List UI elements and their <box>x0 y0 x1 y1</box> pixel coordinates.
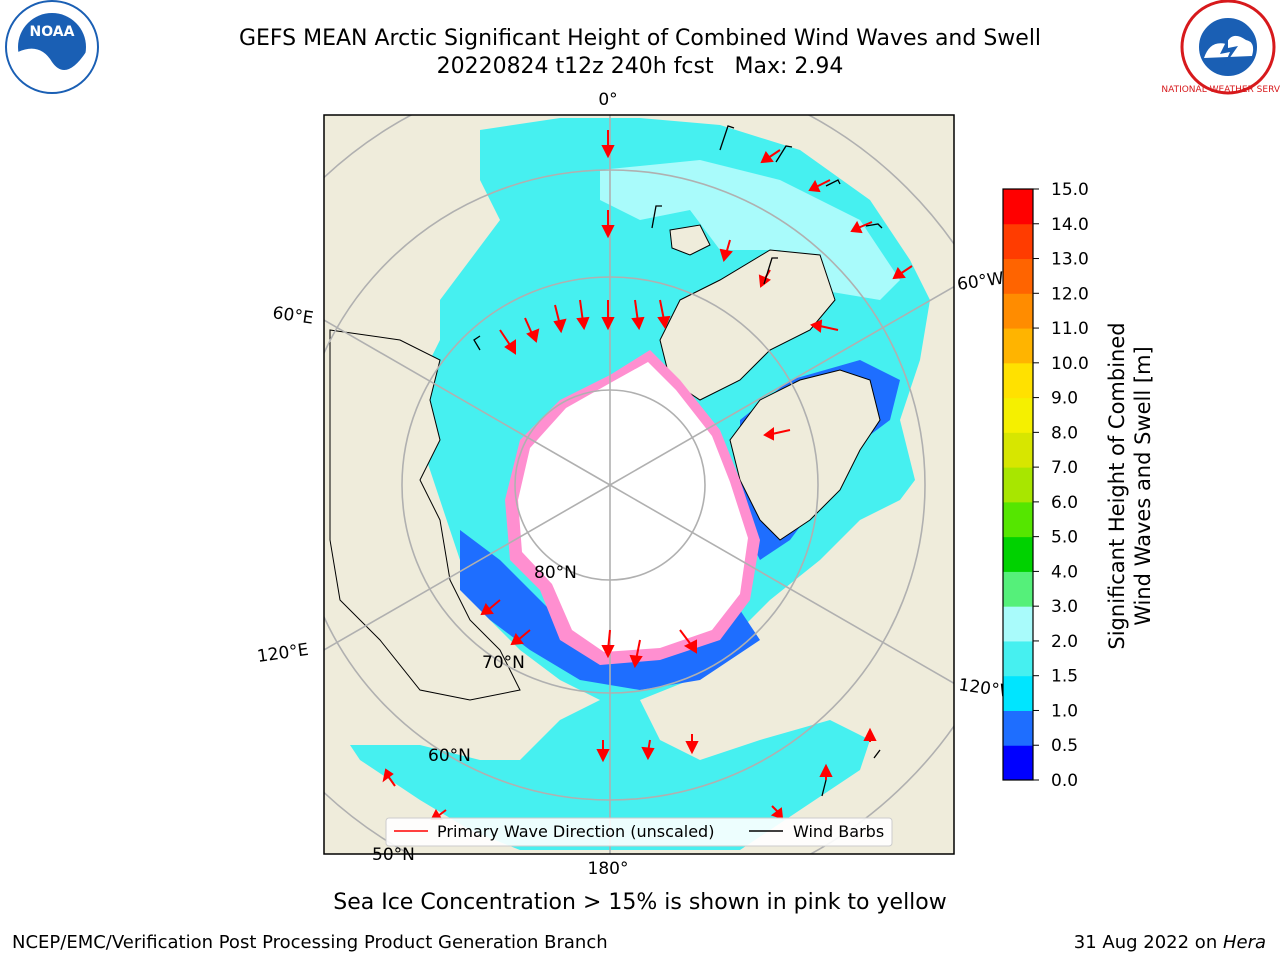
colorbar-tick-label: 0.5 <box>1051 736 1078 756</box>
colorbar-tick-label: 14.0 <box>1051 215 1089 235</box>
ocean-light-swell <box>600 160 900 300</box>
credit-host: Hera <box>1222 932 1266 953</box>
colorbar: 0.0 0.5 1.0 1.5 2.0 3.0 4.0 5.0 6.0 7.0 8.0 9.0 10.0… <box>1002 180 1089 791</box>
legend-wind-barbs-label: Wind Barbs <box>793 822 884 841</box>
legend-primary-wave-label: Primary Wave Direction (unscaled) <box>437 822 714 841</box>
colorbar-segment <box>1003 467 1033 503</box>
colorbar-tick-label: 3.0 <box>1051 597 1078 617</box>
map-frame <box>323 114 955 855</box>
meridian-120e <box>324 484 611 651</box>
svalbard-island <box>669 224 711 256</box>
colorbar-segment <box>1003 536 1033 572</box>
colorbar-tick-label: 10.0 <box>1051 354 1089 374</box>
colorbar-tick-label: 5.0 <box>1051 528 1078 548</box>
colorbar-segment <box>1003 571 1033 607</box>
colorbar-tick-label: 1.0 <box>1051 701 1078 721</box>
colorbar-label-line2: Wind Waves and Swell [m] <box>1131 346 1155 626</box>
colorbar-segment <box>1003 189 1033 225</box>
colorbar-tick-label: 6.0 <box>1051 493 1078 513</box>
noaa-logo: NOAA <box>5 0 99 94</box>
credit-date-text: 31 Aug 2022 on <box>1073 932 1223 953</box>
wind-barbs <box>473 125 883 797</box>
colorbar-segment <box>1003 710 1033 746</box>
colorbar-label-line1: Significant Height of Combined <box>1105 322 1129 649</box>
colorbar-tick-label: 0.0 <box>1051 771 1078 791</box>
colorbar-frame <box>1002 188 1034 781</box>
wave-direction-arrows <box>382 130 913 820</box>
meridian-60w <box>609 285 954 486</box>
colorbar-segment <box>1003 258 1033 294</box>
map-subtitle: 20220824 t12z 240h fcst Max: 2.94 <box>436 54 844 79</box>
lat-label-60n: 60°N <box>428 746 471 766</box>
lat-label-80n: 80°N <box>534 563 577 583</box>
colorbar-tick-label: 15.0 <box>1051 180 1089 200</box>
sea-ice-note: Sea Ice Concentration > 15% is shown in … <box>333 890 947 915</box>
colorbar-segment <box>1003 501 1033 538</box>
colorbar-tick-label: 2.0 <box>1051 632 1078 652</box>
credit-branch: NCEP/EMC/Verification Post Processing Pr… <box>12 932 608 953</box>
colorbar-segment <box>1003 432 1033 468</box>
graticule <box>324 115 954 854</box>
map-title: GEFS MEAN Arctic Significant Height of C… <box>238 26 1042 51</box>
polar-map: Primary Wave Direction (unscaled) Wind B… <box>324 115 954 854</box>
colorbar-segment <box>1003 606 1033 642</box>
colorbar-tick-label: 9.0 <box>1051 389 1078 409</box>
colorbar-tick-label: 4.0 <box>1051 562 1078 582</box>
meridian-120w <box>609 484 954 685</box>
map-legend: Primary Wave Direction (unscaled) Wind B… <box>385 817 893 847</box>
colorbar-segment <box>1003 362 1033 399</box>
colorbar-tick-label: 13.0 <box>1051 250 1089 270</box>
lon-label-60e: 60°E <box>271 303 314 328</box>
lon-label-0: 0° <box>598 90 617 110</box>
colorbar-segment <box>1003 640 1033 677</box>
colorbar-tick-label: 11.0 <box>1051 319 1089 339</box>
colorbar-tick-label: 12.0 <box>1051 284 1089 304</box>
colorbar-tick-label: 1.5 <box>1051 667 1078 687</box>
colorbar-tick-label: 8.0 <box>1051 423 1078 443</box>
lon-label-120e: 120°E <box>256 640 310 667</box>
colorbar-tick-label: 7.0 <box>1051 458 1078 478</box>
nws-logo: NATIONAL WEATHER SERVICE <box>1161 0 1280 95</box>
lat-label-50n: 50°N <box>372 845 415 865</box>
lon-label-60w: 60°W <box>956 269 1005 295</box>
colorbar-segment <box>1003 223 1033 260</box>
noaa-logo-text: NOAA <box>30 24 75 40</box>
lon-label-180: 180° <box>588 859 629 879</box>
nws-logo-text: NATIONAL WEATHER SERVICE <box>1161 85 1280 95</box>
meridian-60e <box>324 319 611 486</box>
colorbar-segment <box>1003 745 1033 781</box>
colorbar-segment <box>1003 328 1033 364</box>
lat-label-70n: 70°N <box>482 653 525 673</box>
colorbar-segment <box>1003 675 1033 711</box>
siberia-land <box>329 329 521 701</box>
credit-date: 31 Aug 2022 on Hera <box>1074 932 1266 953</box>
colorbar-segment <box>1003 293 1033 329</box>
colorbar-segment <box>1003 397 1033 433</box>
